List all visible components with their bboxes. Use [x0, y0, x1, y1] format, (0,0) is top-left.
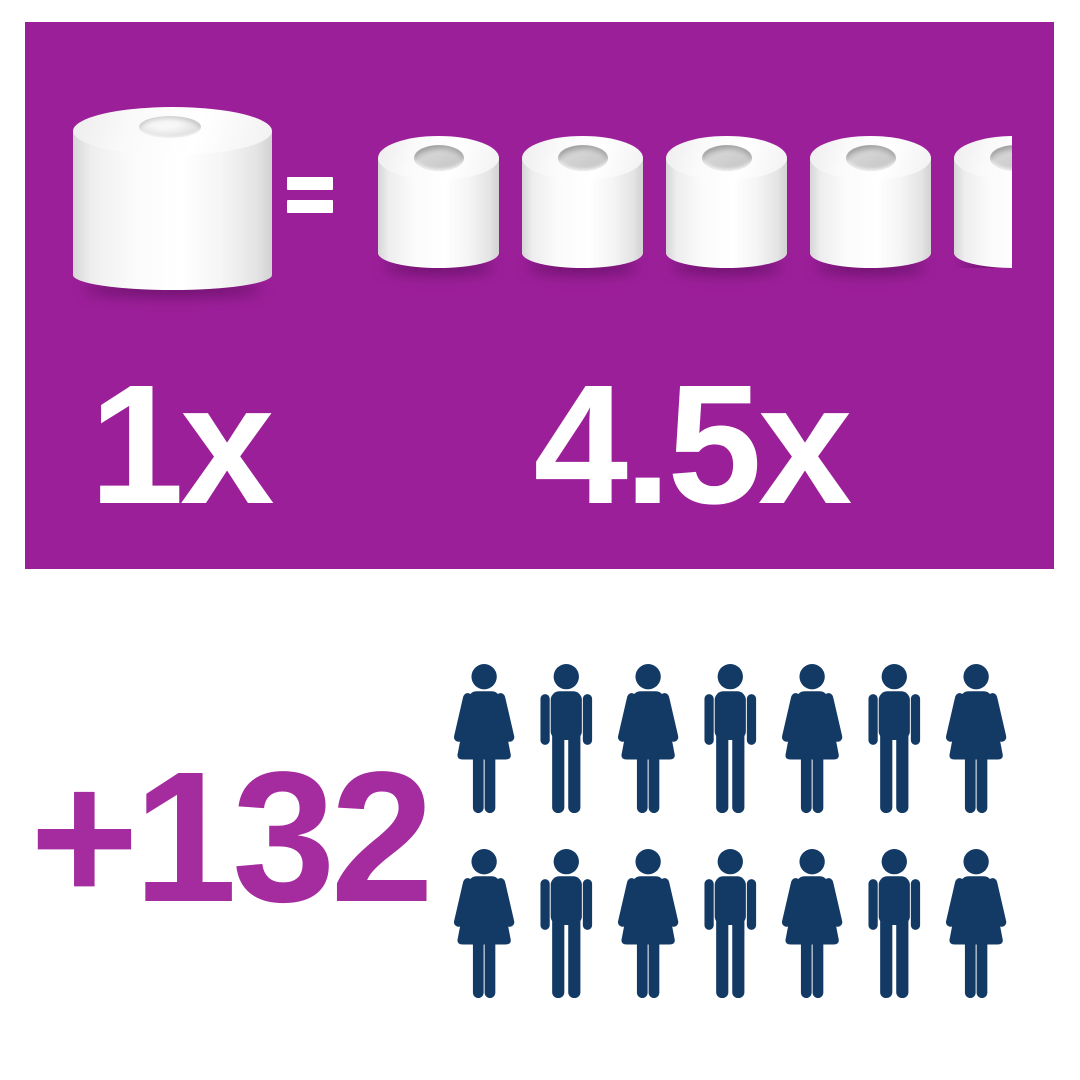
person-male-icon: [868, 848, 920, 999]
person-male-icon: [540, 663, 592, 814]
person-female-icon: [617, 663, 679, 814]
people-row: [443, 663, 1017, 815]
person-female: [443, 848, 525, 1000]
equals-sign: [287, 177, 333, 213]
person-female: [935, 663, 1017, 815]
person-female-icon: [781, 663, 843, 814]
person-male-icon: [540, 848, 592, 999]
large-roll-group: [73, 107, 272, 297]
toilet-roll: [666, 136, 787, 275]
roll-core-hole: [139, 116, 201, 138]
people-grid: [443, 663, 1017, 1000]
equals-bar-bottom: [287, 200, 333, 213]
toilet-roll-large: [73, 107, 272, 297]
person-female: [607, 663, 689, 815]
roll-core-hole: [846, 145, 896, 171]
person-male: [525, 848, 607, 1000]
person-male: [525, 663, 607, 815]
person-male: [689, 848, 771, 1000]
person-female-icon: [453, 663, 515, 814]
person-male-icon: [868, 663, 920, 814]
toilet-roll-half: [954, 136, 1012, 268]
roll-body: [73, 131, 272, 290]
right-multiplier-label: 4.5x: [533, 350, 853, 540]
person-male-icon: [704, 663, 756, 814]
left-multiplier-label: 1x: [89, 350, 274, 540]
toilet-roll: [522, 136, 643, 275]
person-female-icon: [945, 663, 1007, 814]
person-female-icon: [945, 848, 1007, 999]
person-male: [689, 663, 771, 815]
small-rolls-row: [378, 136, 1012, 275]
toilet-roll: [378, 136, 499, 275]
person-female-icon: [617, 848, 679, 999]
person-female: [935, 848, 1017, 1000]
roll-core-hole: [414, 145, 464, 171]
person-female-icon: [781, 848, 843, 999]
toilet-roll: [810, 136, 931, 275]
roll-core-hole: [558, 145, 608, 171]
toilet-roll: [954, 136, 1012, 268]
people-count-label: +132: [30, 734, 434, 941]
equals-bar-top: [287, 177, 333, 190]
person-female: [607, 848, 689, 1000]
person-male: [853, 848, 935, 1000]
person-female: [443, 663, 525, 815]
person-female-icon: [453, 848, 515, 999]
person-male: [853, 663, 935, 815]
person-female: [771, 663, 853, 815]
comparison-panel: 1x 4.5x: [25, 22, 1054, 569]
people-row: [443, 848, 1017, 1000]
person-female: [771, 848, 853, 1000]
roll-core-hole: [702, 145, 752, 171]
person-male-icon: [704, 848, 756, 999]
roll-core-hole: [990, 145, 1012, 171]
